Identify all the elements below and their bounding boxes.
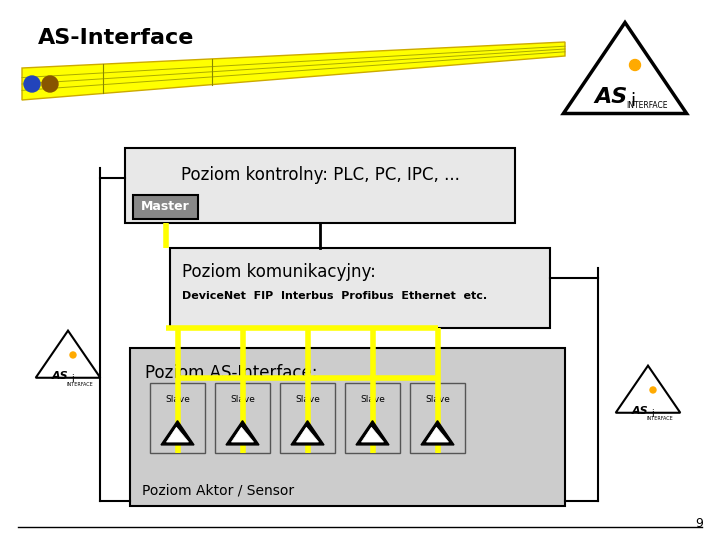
Text: AS: AS <box>52 371 68 381</box>
Text: Slave: Slave <box>165 395 190 404</box>
Text: AS-Interface: AS-Interface <box>38 28 194 48</box>
Polygon shape <box>563 23 687 113</box>
FancyBboxPatch shape <box>345 383 400 453</box>
Polygon shape <box>421 421 454 445</box>
Text: INTERFACE: INTERFACE <box>647 416 673 422</box>
Text: Poziom AS-Interface:: Poziom AS-Interface: <box>145 364 318 382</box>
Text: Poziom komunikacyjny:: Poziom komunikacyjny: <box>182 263 376 281</box>
Polygon shape <box>616 366 680 413</box>
Polygon shape <box>172 428 181 435</box>
Polygon shape <box>426 427 449 442</box>
FancyBboxPatch shape <box>170 248 550 328</box>
Text: i: i <box>631 92 636 110</box>
Text: Slave: Slave <box>425 395 450 404</box>
Text: Slave: Slave <box>295 395 320 404</box>
Text: Slave: Slave <box>360 395 385 404</box>
Text: Poziom kontrolny: PLC, PC, IPC, ...: Poziom kontrolny: PLC, PC, IPC, ... <box>181 166 459 184</box>
Text: INTERFACE: INTERFACE <box>626 100 667 110</box>
Polygon shape <box>36 330 100 378</box>
FancyBboxPatch shape <box>280 383 335 453</box>
FancyBboxPatch shape <box>133 195 198 219</box>
Text: AS: AS <box>595 87 628 107</box>
FancyBboxPatch shape <box>130 348 565 506</box>
Polygon shape <box>232 427 253 442</box>
Polygon shape <box>22 42 565 100</box>
Polygon shape <box>291 421 324 445</box>
Text: DeviceNet  FIP  Interbus  Profibus  Ethernet  etc.: DeviceNet FIP Interbus Profibus Ethernet… <box>182 291 487 301</box>
Polygon shape <box>166 427 189 442</box>
Text: 9: 9 <box>695 517 703 530</box>
Polygon shape <box>237 428 246 435</box>
Circle shape <box>24 76 40 92</box>
Polygon shape <box>361 427 384 442</box>
Text: i: i <box>71 374 73 384</box>
Text: Slave: Slave <box>230 395 255 404</box>
Polygon shape <box>297 427 318 442</box>
Text: INTERFACE: INTERFACE <box>67 381 94 387</box>
Text: AS: AS <box>631 406 648 416</box>
Text: Master: Master <box>141 200 190 213</box>
Text: i: i <box>651 409 653 419</box>
Circle shape <box>629 59 641 71</box>
FancyBboxPatch shape <box>410 383 465 453</box>
Polygon shape <box>161 421 194 445</box>
Text: Poziom Aktor / Sensor: Poziom Aktor / Sensor <box>142 484 294 498</box>
FancyBboxPatch shape <box>150 383 205 453</box>
Circle shape <box>42 76 58 92</box>
Polygon shape <box>302 428 311 435</box>
FancyBboxPatch shape <box>215 383 270 453</box>
Polygon shape <box>367 428 376 435</box>
Circle shape <box>70 352 76 358</box>
Polygon shape <box>226 421 259 445</box>
Circle shape <box>650 387 656 393</box>
Polygon shape <box>432 428 441 435</box>
FancyBboxPatch shape <box>125 148 515 223</box>
Polygon shape <box>356 421 389 445</box>
